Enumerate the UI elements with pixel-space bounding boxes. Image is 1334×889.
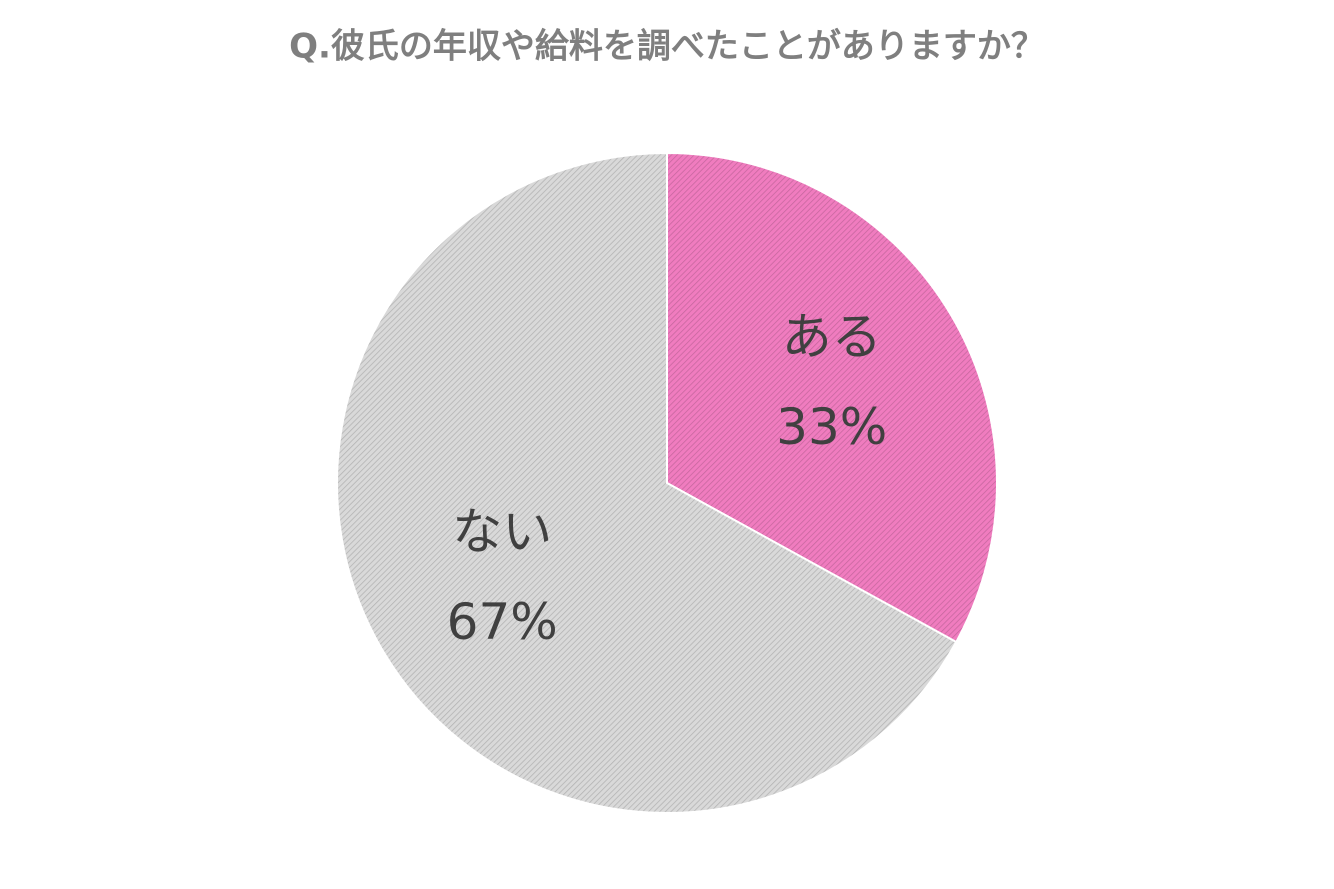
value-label: 67%: [447, 593, 558, 651]
slice-label: ない: [452, 503, 552, 561]
pie-slice: [666, 151, 998, 644]
chart-title: Q.彼氏の年収や給料を調べたことがありますか？: [289, 27, 1045, 67]
value-label: 33%: [776, 398, 887, 456]
slice-label: ある: [782, 308, 882, 366]
pie-slice: [336, 151, 958, 814]
